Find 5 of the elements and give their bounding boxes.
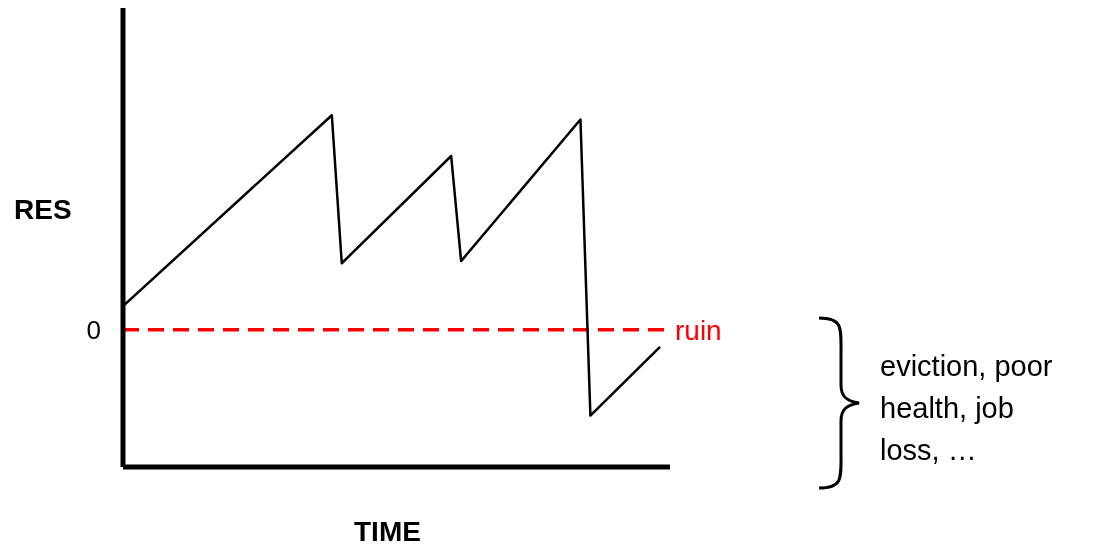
text: eviction, poor health, job loss, … (880, 349, 1054, 468)
text: 0 (86, 314, 101, 345)
ref-line-label: ruin (675, 314, 722, 346)
y-axis-title: RES (14, 194, 72, 226)
x-axis-title: TIME (354, 516, 421, 548)
